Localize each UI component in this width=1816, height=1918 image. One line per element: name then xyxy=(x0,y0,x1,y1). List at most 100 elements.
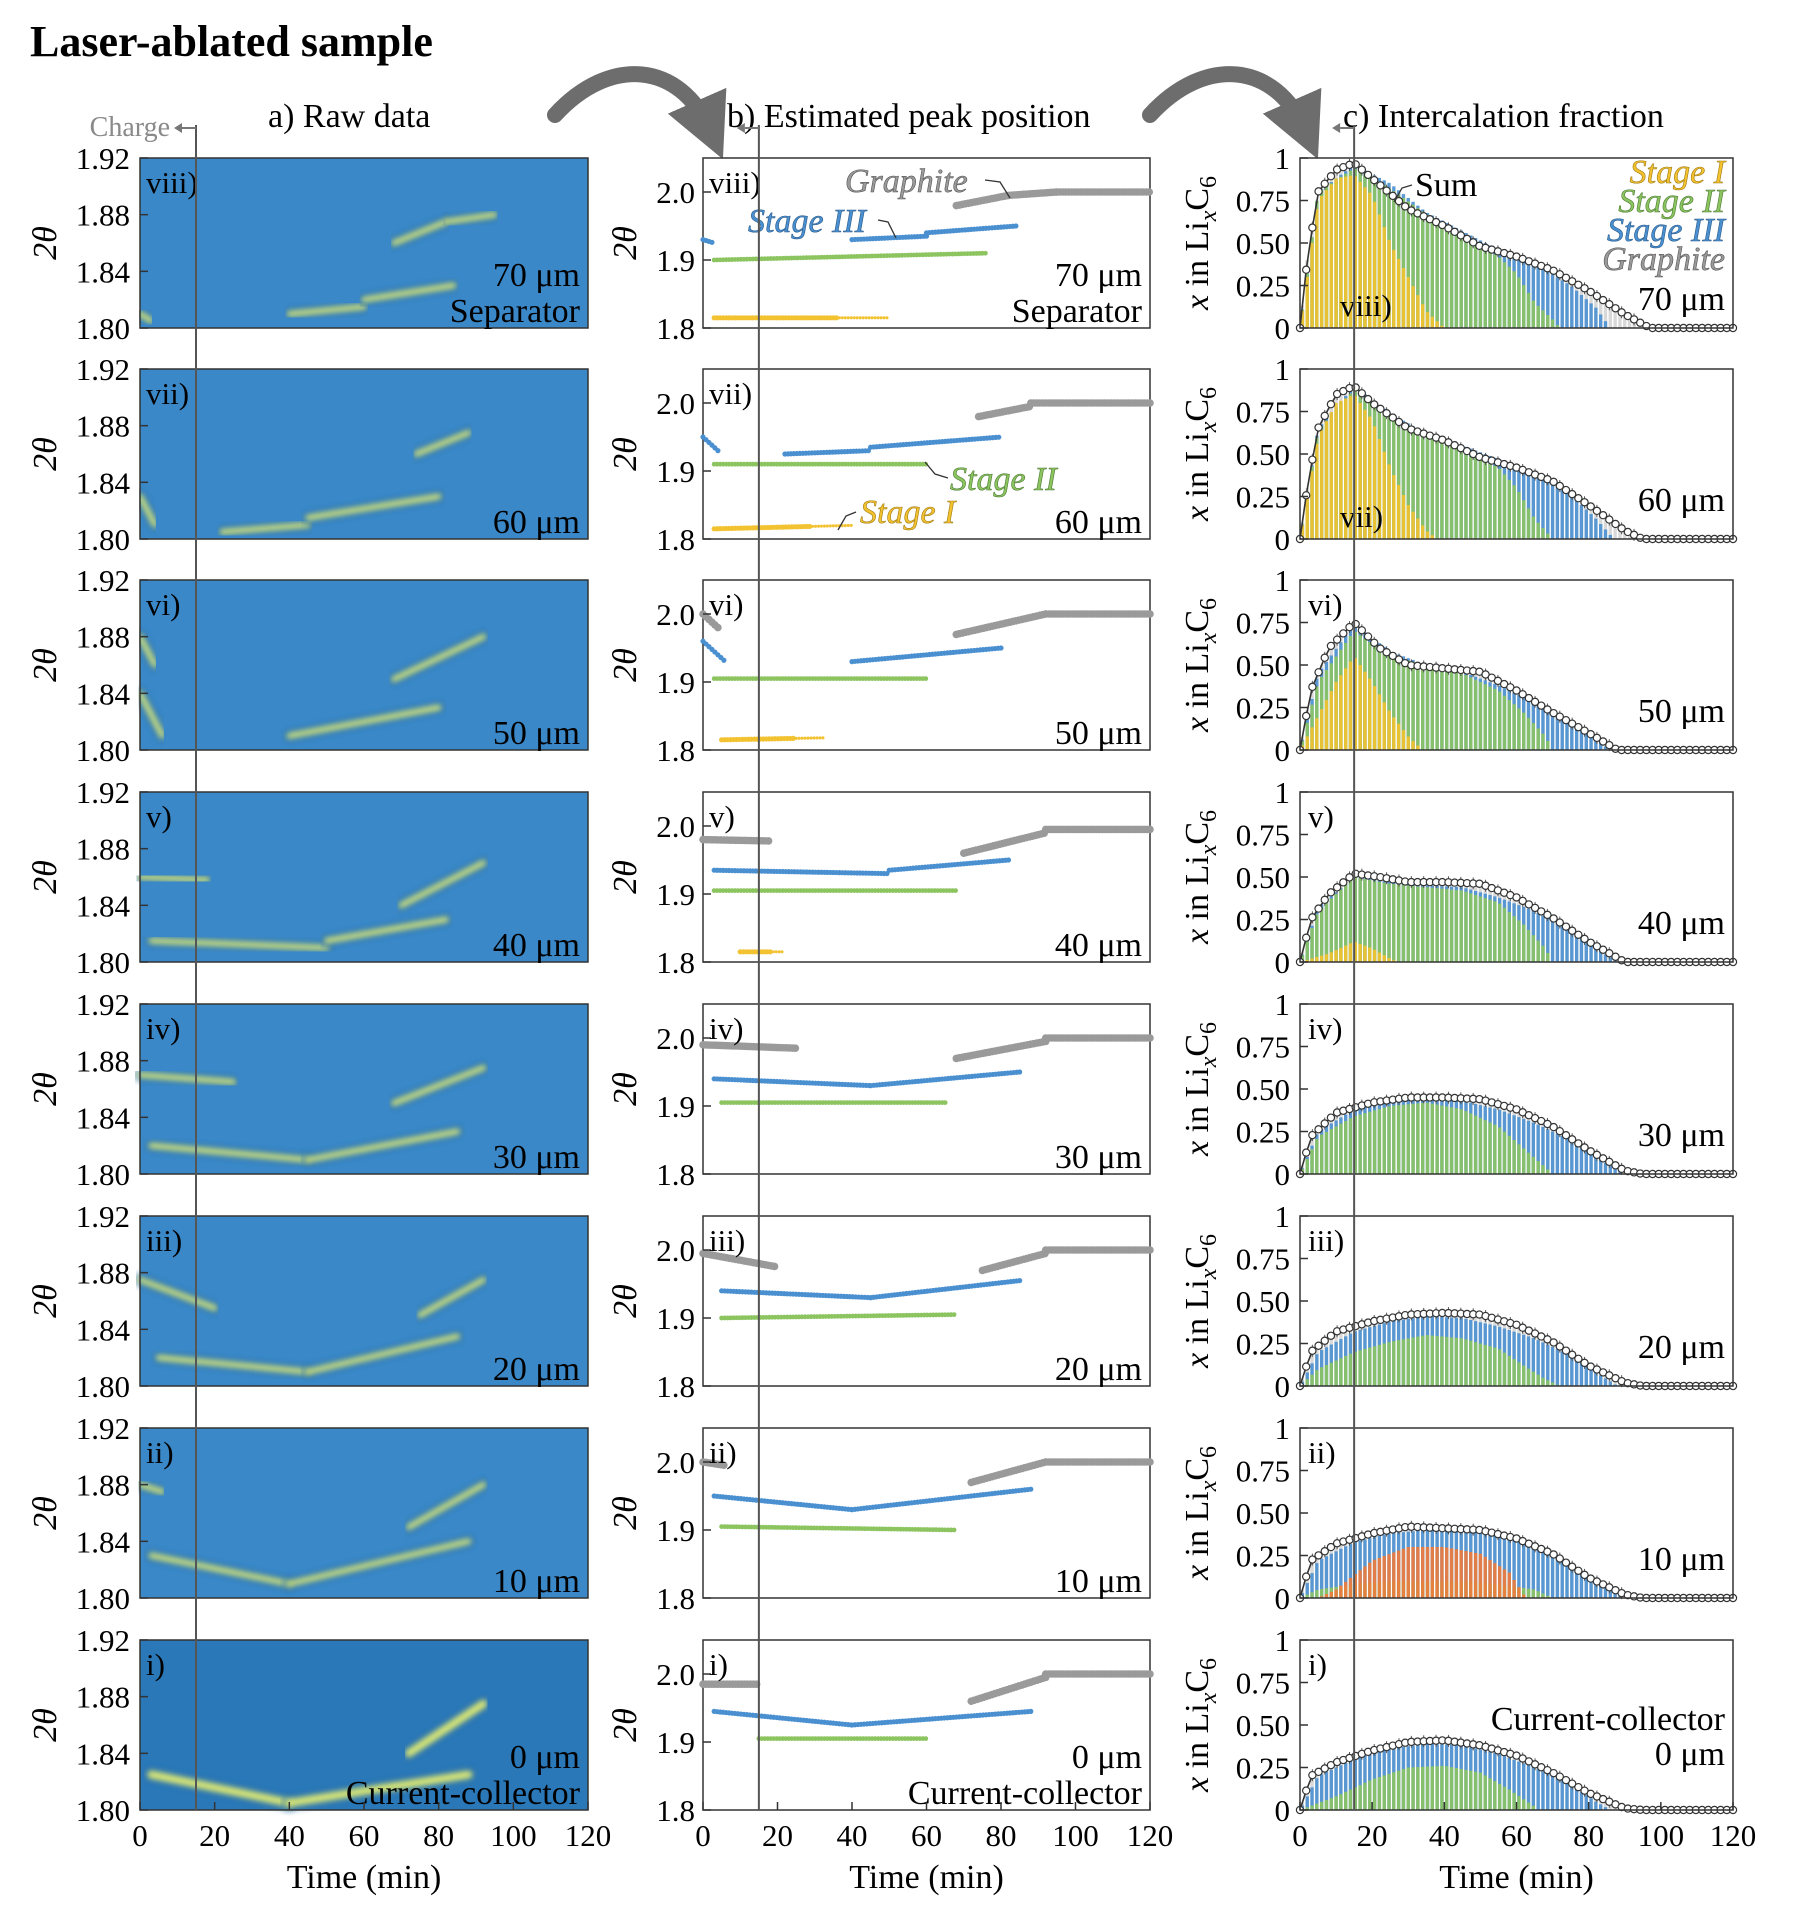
sum-point xyxy=(1636,318,1645,327)
stage-ii-bar xyxy=(1310,1374,1314,1386)
sum-point xyxy=(1574,280,1583,289)
y-tick-label: 2.0 xyxy=(656,1657,695,1692)
peak-point xyxy=(846,316,850,320)
row-roman-label: iv) xyxy=(709,1011,743,1046)
stage-iii-bar xyxy=(1334,1767,1338,1810)
sum-point xyxy=(1555,481,1565,491)
row-roman-label: vi) xyxy=(709,587,743,622)
sum-point xyxy=(1561,1775,1571,1785)
stage-ii-bar xyxy=(1416,208,1420,328)
stage-iii-bar xyxy=(1589,1369,1593,1386)
y-tick-label: 1 xyxy=(1275,1199,1291,1234)
stage-iii-bar xyxy=(1541,479,1545,539)
stage-i-bar xyxy=(1344,398,1348,539)
stage-i-bar xyxy=(1334,950,1338,962)
stage-iii-bar xyxy=(1358,1540,1362,1598)
x-tick-label: 120 xyxy=(565,1818,612,1853)
y-tick-label: 1.88 xyxy=(76,832,130,867)
y-axis-label: 2θ xyxy=(27,437,64,471)
stage-ii-bar xyxy=(1531,516,1536,539)
stage-iii-bar xyxy=(1334,1551,1338,1598)
stage-ii-bar xyxy=(1372,880,1377,962)
sum-point xyxy=(1326,1542,1336,1552)
stage-ii-bar xyxy=(1541,733,1545,750)
stage-iii-bar xyxy=(1546,481,1550,539)
x-tick-label: 80 xyxy=(423,1818,454,1853)
sum-point xyxy=(1320,1764,1329,1773)
stage-ii-bar xyxy=(1517,1362,1521,1386)
y-tick-label: 1.8 xyxy=(656,733,695,768)
extra-bar xyxy=(1348,1577,1353,1598)
extra-bar xyxy=(1319,1596,1324,1598)
stage-i-bar xyxy=(1396,723,1401,750)
stage-iii-bar xyxy=(1613,960,1617,962)
stage-ii-bar xyxy=(1440,1765,1444,1810)
stage-iii-bar xyxy=(1517,1333,1521,1386)
stage-ii-bar xyxy=(1368,1780,1372,1810)
stage-ii-bar xyxy=(1517,277,1521,328)
stage-i-bar xyxy=(1416,745,1420,750)
stage-iii-bar xyxy=(1324,1772,1329,1810)
peak-point xyxy=(1028,1486,1034,1492)
stage-iii-bar xyxy=(1536,1769,1540,1810)
y-tick-label: 0.25 xyxy=(1236,1115,1290,1150)
stage-i-bar xyxy=(1324,190,1329,328)
stage-ii-bar xyxy=(1550,1382,1555,1386)
stage-i-bar xyxy=(1353,176,1358,328)
stage-ii-bar xyxy=(1522,1587,1526,1598)
y-tick-label: 1.8 xyxy=(656,522,695,557)
stage-iii-bar xyxy=(1560,1780,1564,1810)
peak-point xyxy=(1017,1069,1023,1075)
stage-iii-bar xyxy=(1546,1773,1550,1810)
stage-i-bar xyxy=(1339,400,1343,539)
stage-ii-bar xyxy=(1517,1796,1521,1810)
extra-bar xyxy=(1392,1552,1396,1598)
y-tick-label: 2.0 xyxy=(656,1445,695,1480)
sum-point xyxy=(1555,270,1565,279)
sum-point xyxy=(1561,1131,1571,1140)
raw-peak-trace xyxy=(305,1128,461,1163)
peak-point xyxy=(951,1527,957,1533)
stage-ii-bar xyxy=(1493,688,1497,750)
stage-ii-bar xyxy=(1310,928,1314,962)
stage-ii-bar xyxy=(1445,1336,1449,1386)
depth-label: 30 μm xyxy=(1055,1139,1142,1176)
x-tick-label: 40 xyxy=(837,1818,868,1853)
sum-point xyxy=(1598,737,1608,746)
extra-bar xyxy=(1488,1560,1492,1598)
stage-ii-bar xyxy=(1411,1337,1415,1386)
stage-ii-bar xyxy=(1334,1360,1338,1386)
stage-ii-bar xyxy=(1478,896,1483,962)
sum-point xyxy=(1301,1572,1311,1581)
peak-point xyxy=(821,736,825,740)
label-stage-iii: Stage III xyxy=(748,203,868,240)
y-axis-label: 2θ xyxy=(607,437,644,471)
stage-ii-bar xyxy=(1488,1778,1492,1810)
stage-ii-bar xyxy=(1435,220,1439,328)
stage-ii-bar xyxy=(1445,1766,1449,1810)
stage-ii-bar xyxy=(1387,655,1391,750)
stage-i-bar xyxy=(1358,181,1362,328)
stage-i-bar xyxy=(1401,267,1406,328)
sum-point xyxy=(1382,409,1391,418)
stage-i-bar xyxy=(1310,727,1314,750)
stage-ii-bar xyxy=(1493,1781,1497,1810)
stage-i-bar xyxy=(1353,942,1358,962)
stage-iii-bar xyxy=(1531,1546,1536,1598)
peak-point xyxy=(1017,1278,1023,1284)
x-tick-label: 0 xyxy=(132,1818,148,1853)
series-graphite xyxy=(699,1670,1154,1705)
sum-point xyxy=(1580,726,1589,735)
stage-ii-bar xyxy=(1536,1591,1540,1598)
stage-iii-bar xyxy=(1579,1791,1584,1810)
y-tick-label: 0 xyxy=(1275,733,1291,768)
sum-point xyxy=(1537,907,1546,916)
graphite-bar xyxy=(1627,532,1632,539)
stage-ii-bar xyxy=(1363,1782,1367,1810)
stage-iii-bar xyxy=(1555,1557,1560,1598)
row-roman-label: vi) xyxy=(146,587,180,622)
stage-ii-bar xyxy=(1493,254,1497,328)
stage-ii-bar xyxy=(1473,456,1478,539)
